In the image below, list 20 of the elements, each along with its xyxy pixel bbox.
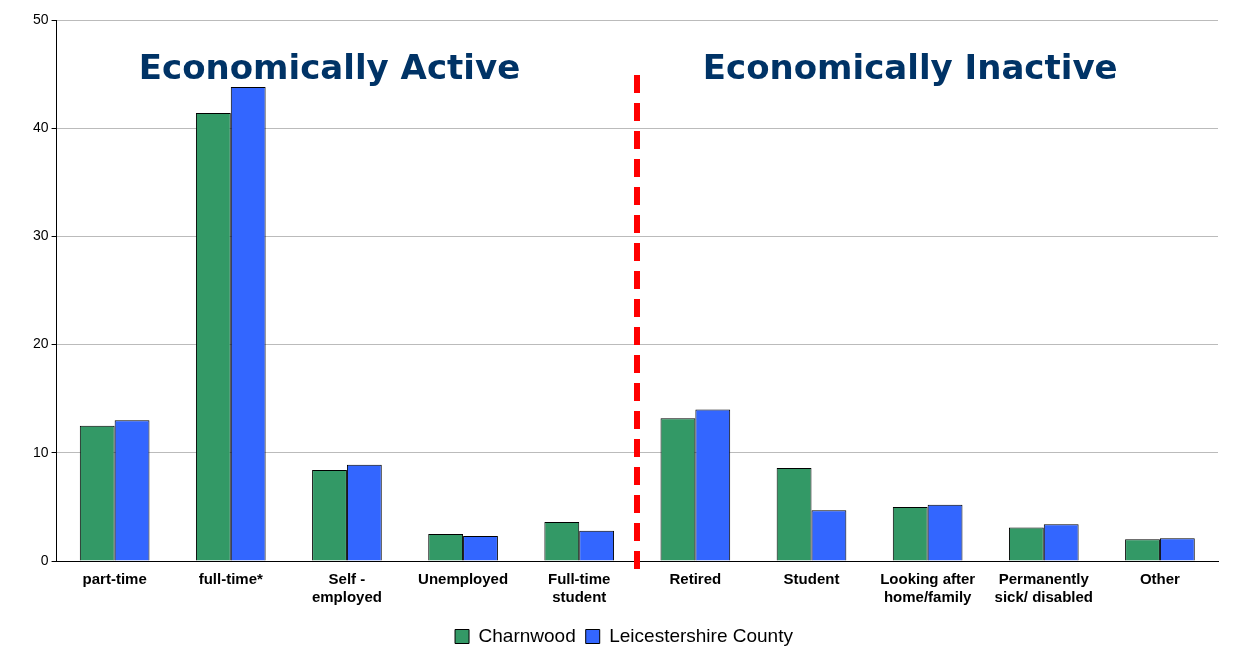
x-tick-label: Self - employed <box>311 570 382 606</box>
x-tick-label: Looking after home/family <box>880 570 976 606</box>
x-tick-label: full-time* <box>198 570 264 588</box>
x-tick-label: part-time <box>82 570 147 588</box>
y-tick-label: 30 <box>32 227 49 244</box>
x-tick-label: Student <box>783 570 840 588</box>
y-tick-label: 40 <box>32 119 49 136</box>
x-tick-label: Retired <box>669 570 722 588</box>
y-tick-label: 0 <box>40 551 49 568</box>
y-tick-label: 10 <box>32 443 49 460</box>
y-tick-label: 20 <box>32 335 49 352</box>
annotation: Economically Active <box>138 46 521 87</box>
x-tick-label: Permanently sick/ disabled <box>994 570 1093 606</box>
legend-label: Charnwood <box>478 624 576 646</box>
x-tick-label: Unemployed <box>418 570 509 588</box>
y-tick-label: 50 <box>32 10 49 27</box>
legend-label: Leicestershire County <box>609 624 794 646</box>
annotation: Economically Inactive <box>702 46 1118 87</box>
x-tick-label: Other <box>1139 570 1181 588</box>
x-tick-label: Full-time student <box>547 570 611 606</box>
